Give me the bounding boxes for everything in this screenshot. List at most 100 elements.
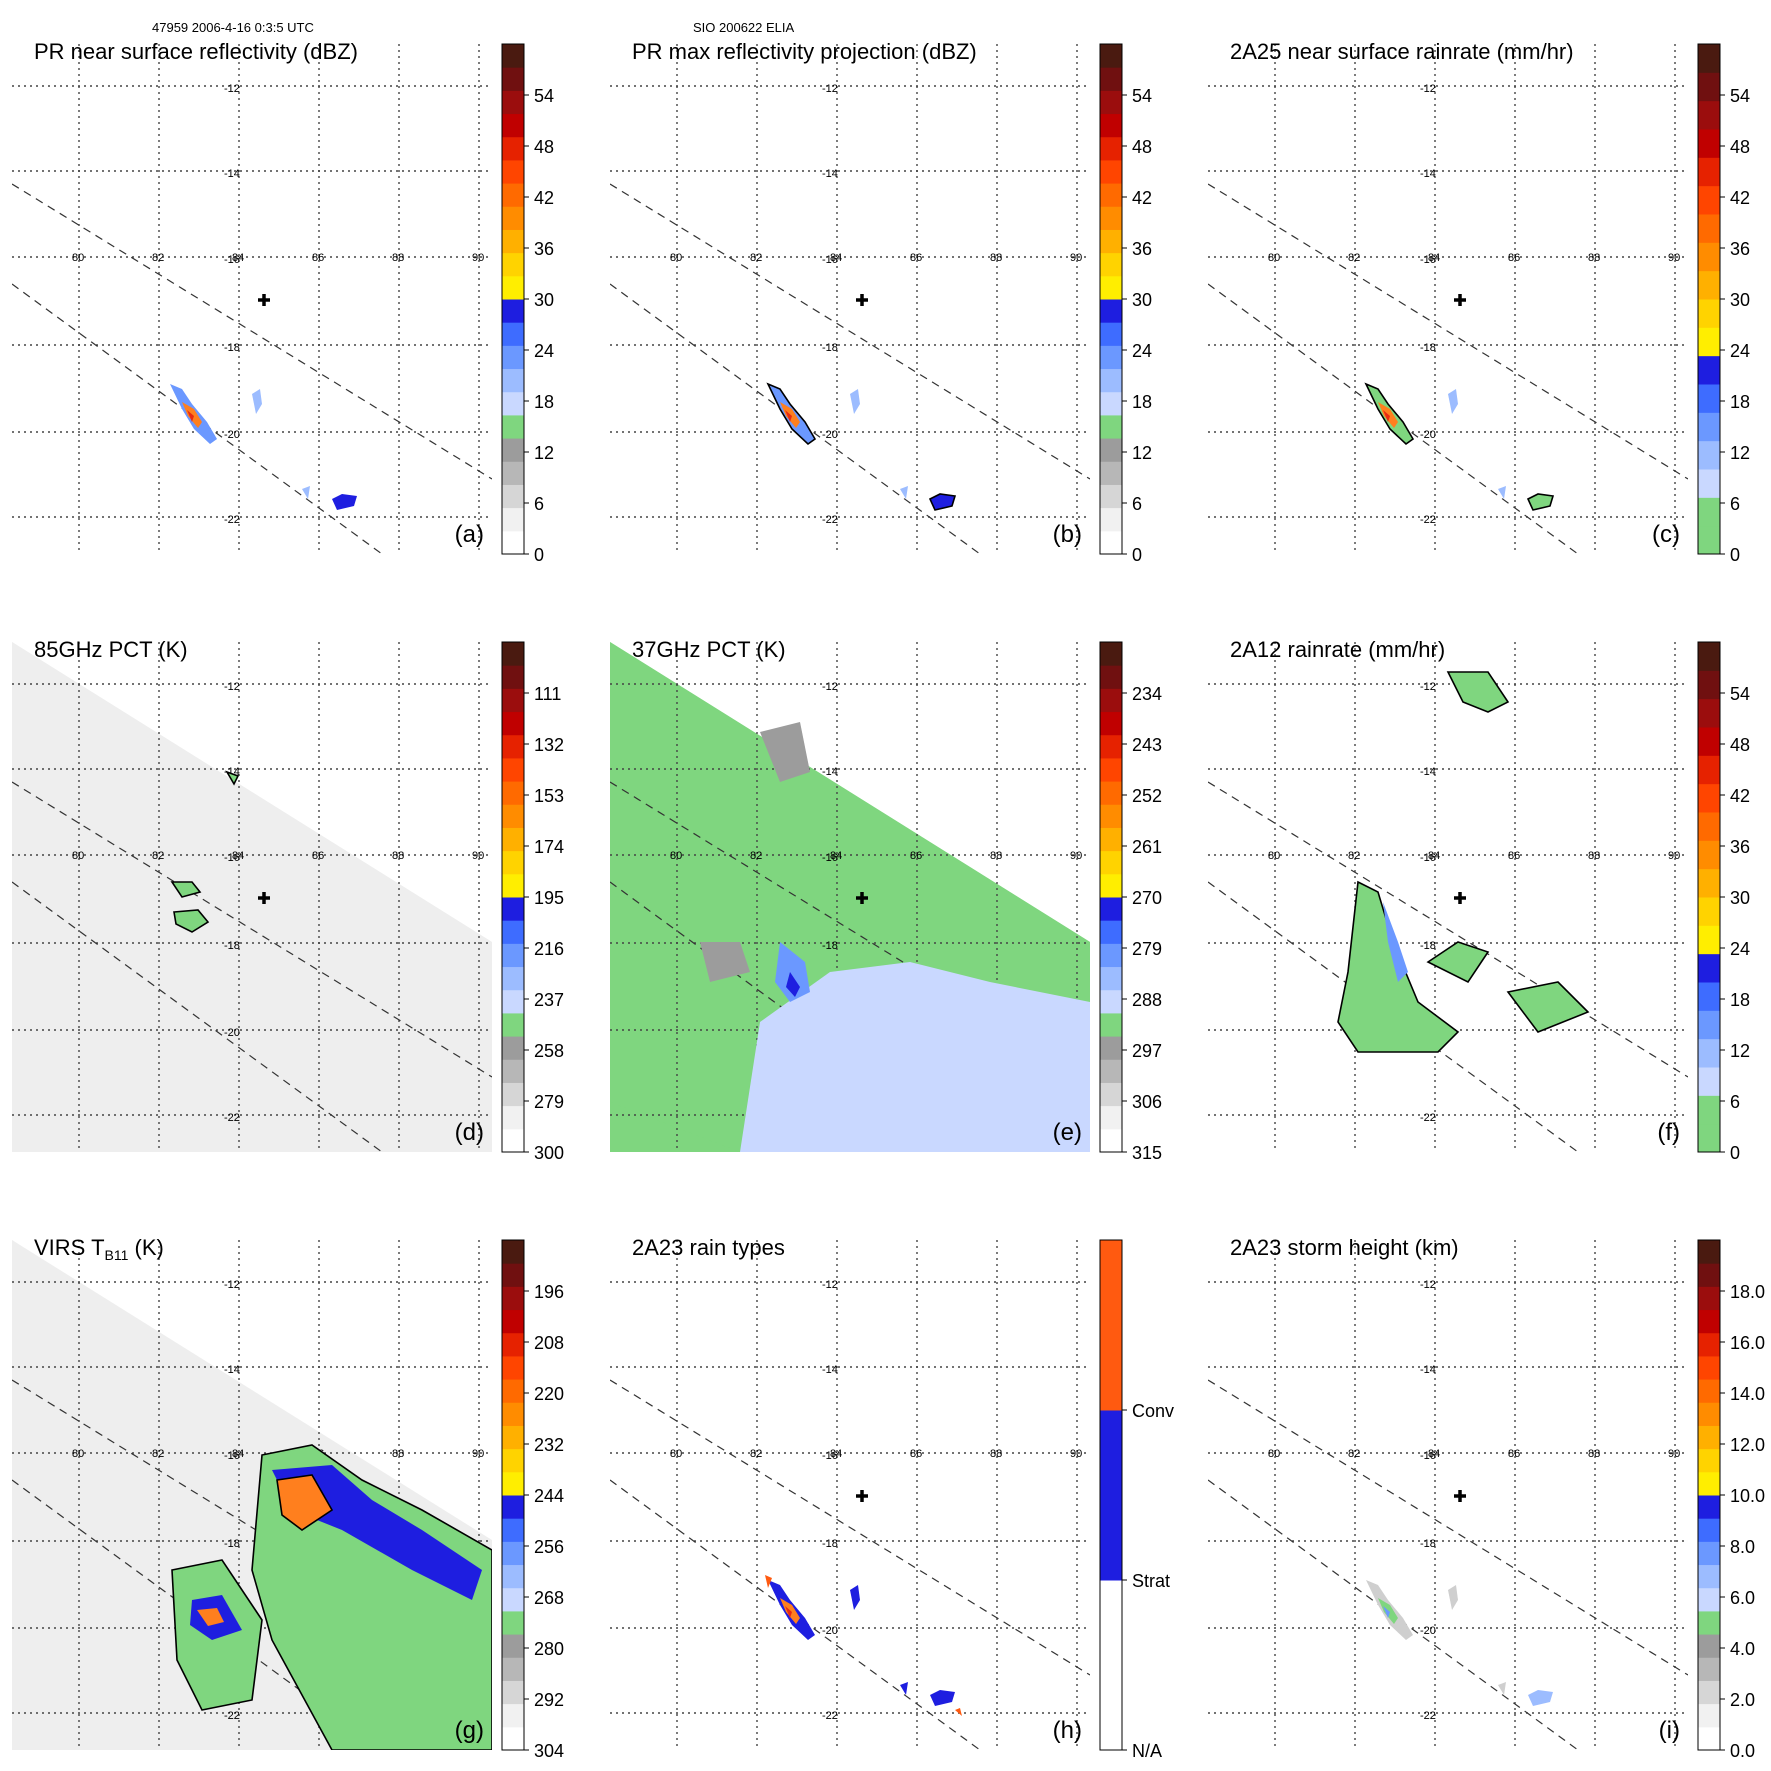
colorbar-segment xyxy=(502,1240,524,1264)
colorbar-tick-label: 42 xyxy=(1132,188,1152,208)
colorbar-segment xyxy=(502,734,524,759)
colorbar-segment xyxy=(1698,1010,1720,1040)
swath-edge-lower xyxy=(12,881,383,1152)
lon-tick-label: 80 xyxy=(72,850,84,862)
colorbar-segment xyxy=(502,1495,524,1519)
lon-tick-label: 80 xyxy=(670,850,682,862)
lat-tick-label: -18 xyxy=(822,1538,838,1550)
panel-title: 2A12 rainrate (mm/hr) xyxy=(1230,637,1445,662)
colorbar-tick-label: 30 xyxy=(1730,290,1750,310)
lat-tick-label: -20 xyxy=(822,1625,838,1637)
colorbar-segment xyxy=(502,1128,524,1153)
lon-tick-label: 84 xyxy=(1428,1448,1440,1460)
colorbar-f: 0 6 12 18 24 30 36 42 48 54 xyxy=(1697,641,1750,1163)
colorbar-tick-label: 6 xyxy=(1730,1092,1740,1112)
colorbar-segment xyxy=(1100,229,1122,254)
ice-scattering xyxy=(173,909,210,933)
colorbar-tick-label: 292 xyxy=(534,1690,564,1710)
colorbar-tick-label: 244 xyxy=(534,1486,564,1506)
colorbar-segment xyxy=(1698,469,1720,498)
convective-core xyxy=(1383,410,1390,422)
lat-tick-label: -16 xyxy=(1420,1450,1436,1462)
colorbar-segment xyxy=(502,1105,524,1130)
colorbar-segment xyxy=(1100,757,1122,782)
panel-c: 80 82 84 86 88 90 -12 -14 -16 -18 -20 -22 2A25 near … xyxy=(1208,39,1688,554)
rain-feature xyxy=(850,1585,860,1610)
lat-tick-label: -12 xyxy=(822,83,838,95)
colorbar-segment xyxy=(502,1610,524,1635)
colorbar-tick-label: 18 xyxy=(1132,392,1152,412)
colorbar-tick-label: 54 xyxy=(1730,684,1750,704)
colorbar-frame xyxy=(1099,1239,1123,1751)
colorbar-tick-label: 4.0 xyxy=(1730,1639,1755,1659)
swath-edge-upper xyxy=(610,1379,1090,1676)
panel-title: 2A23 storm height (km) xyxy=(1230,1235,1459,1260)
colorbar-tick-label: 36 xyxy=(534,239,554,259)
colorbar-segment xyxy=(502,665,524,689)
lon-tick-label: 88 xyxy=(392,252,404,264)
colorbar-segment xyxy=(1698,1610,1720,1635)
colorbar-segment xyxy=(502,1012,524,1037)
colorbar-segment xyxy=(502,1379,524,1403)
colorbar-segment xyxy=(1698,840,1720,870)
colorbar-segment xyxy=(1100,1105,1122,1130)
rain-feature xyxy=(928,493,957,511)
colorbar-segment xyxy=(1100,734,1122,759)
colorbar-segment xyxy=(502,484,524,509)
lat-tick-label: -20 xyxy=(1420,429,1436,441)
colorbar-segment xyxy=(1698,327,1720,357)
colorbar-segment xyxy=(1698,727,1720,756)
colorbar-segment xyxy=(1100,1012,1122,1037)
colorbar-tick-label: 252 xyxy=(1132,786,1162,806)
colorbar-segment xyxy=(1698,242,1720,272)
colorbar-segment xyxy=(1100,1036,1122,1060)
colorbar-segment xyxy=(1100,804,1122,828)
colorbar-segment xyxy=(1698,982,1720,1011)
colorbar-segment xyxy=(1698,953,1720,983)
colorbar-segment xyxy=(1100,1240,1122,1411)
panel-title: PR max reflectivity projection (dBZ) xyxy=(632,39,977,64)
colorbar-segment xyxy=(502,642,524,666)
colorbar-segment xyxy=(1698,185,1720,215)
lat-tick-label: -12 xyxy=(224,1279,240,1291)
colorbar-segment xyxy=(502,345,524,370)
lon-tick-label: 88 xyxy=(392,1448,404,1460)
lat-tick-label: -14 xyxy=(822,168,838,180)
colorbar-segment xyxy=(1698,1471,1720,1496)
lat-tick-label: -18 xyxy=(1420,940,1436,952)
lat-tick-label: -20 xyxy=(822,429,838,441)
lat-tick-label: -12 xyxy=(1420,83,1436,95)
colorbar-tick-label: 42 xyxy=(1730,786,1750,806)
lat-tick-label: -22 xyxy=(224,1112,240,1124)
colorbar-segment xyxy=(502,1471,524,1496)
colorbar-tick-label: 243 xyxy=(1132,735,1162,755)
colorbar-segment xyxy=(502,827,524,852)
lat-tick-label: -16 xyxy=(822,852,838,864)
lon-tick-label: 82 xyxy=(152,1448,164,1460)
colorbar-segment xyxy=(502,159,524,184)
lat-tick-label: -18 xyxy=(224,1538,240,1550)
colorbar-segment xyxy=(1100,827,1122,852)
colorbar-tick-label: 42 xyxy=(1730,188,1750,208)
colorbar-tick-label: 196 xyxy=(534,1282,564,1302)
colorbar-segment xyxy=(502,711,524,736)
lat-tick-label: -14 xyxy=(822,1364,838,1376)
colorbar-segment xyxy=(1698,1495,1720,1519)
colorbar-tick-label: 18 xyxy=(534,392,554,412)
lon-tick-label: 84 xyxy=(1428,252,1440,264)
lon-tick-label: 86 xyxy=(1508,252,1520,264)
panel-label: (a) xyxy=(455,521,484,548)
colorbar-segment xyxy=(1698,1123,1720,1153)
colorbar-d: 300 279 258 237 216 195 174 153 132 111 xyxy=(501,641,564,1163)
colorbar-segment xyxy=(1698,497,1720,527)
colorbar-tick-label: 288 xyxy=(1132,990,1162,1010)
colorbar-segment xyxy=(502,206,524,230)
colorbar-tick-label: 195 xyxy=(534,888,564,908)
colorbar-segment xyxy=(1100,113,1122,138)
